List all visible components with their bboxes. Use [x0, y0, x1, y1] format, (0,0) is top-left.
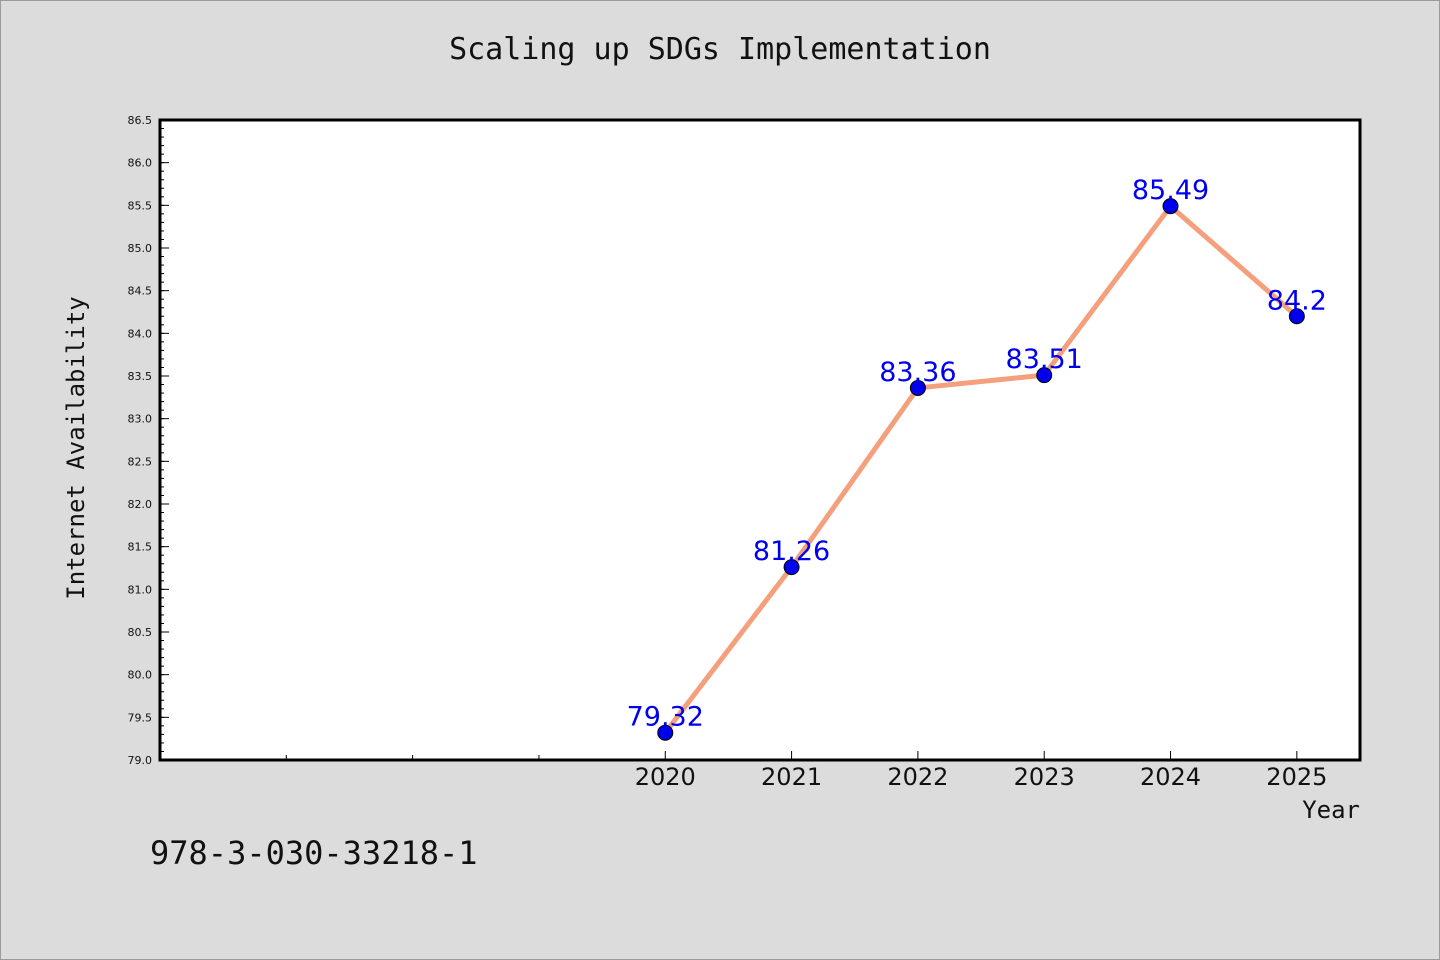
y-tick-label: 83.5: [128, 370, 153, 383]
y-tick-label: 80.0: [128, 669, 153, 682]
x-tick-label: 2020: [635, 763, 696, 791]
x-tick-label: 2021: [761, 763, 822, 791]
data-point: [1162, 198, 1179, 215]
x-tick-label: 2023: [1014, 763, 1075, 791]
y-tick-label: 80.5: [128, 626, 153, 639]
y-tick-label: 81.0: [128, 583, 153, 596]
chart-title: Scaling up SDGs Implementation: [449, 32, 991, 67]
y-tick-label: 84.5: [128, 285, 153, 298]
x-tick-label: 2025: [1266, 763, 1327, 791]
data-label: 83.36: [879, 357, 956, 388]
y-tick-label: 85.0: [128, 242, 153, 255]
series-line: [662, 203, 1300, 736]
data-point: [1036, 367, 1053, 384]
data-label: 84.2: [1267, 285, 1327, 316]
data-point: [657, 724, 674, 741]
x-tick-label: 2024: [1140, 763, 1201, 791]
y-tick-label: 85.5: [128, 199, 153, 212]
x-axis-label: Year: [1302, 796, 1360, 824]
y-tick-label: 84.0: [128, 327, 153, 340]
data-label: 79.32: [627, 702, 704, 733]
data-label: 83.51: [1006, 344, 1083, 375]
y-tick-label: 82.5: [128, 455, 153, 468]
data-point: [909, 379, 926, 396]
y-tick-label: 86.5: [128, 114, 153, 127]
y-tick-label: 82.0: [128, 498, 153, 511]
x-tick-label: 2022: [887, 763, 948, 791]
y-tick-label: 79.5: [128, 711, 153, 724]
data-point: [783, 559, 800, 576]
y-tick-label: 79.0: [128, 754, 153, 767]
isbn-text: 978-3-030-33218-1: [150, 834, 478, 872]
data-point: [1288, 308, 1305, 325]
plot-area: [160, 120, 1360, 760]
data-label: 81.26: [753, 536, 830, 567]
y-tick-label: 86.0: [128, 157, 153, 170]
plot-frame: [158, 118, 1362, 762]
y-tick-label: 83.0: [128, 413, 153, 426]
data-label: 85.49: [1132, 175, 1209, 206]
y-tick-label: 81.5: [128, 541, 153, 554]
